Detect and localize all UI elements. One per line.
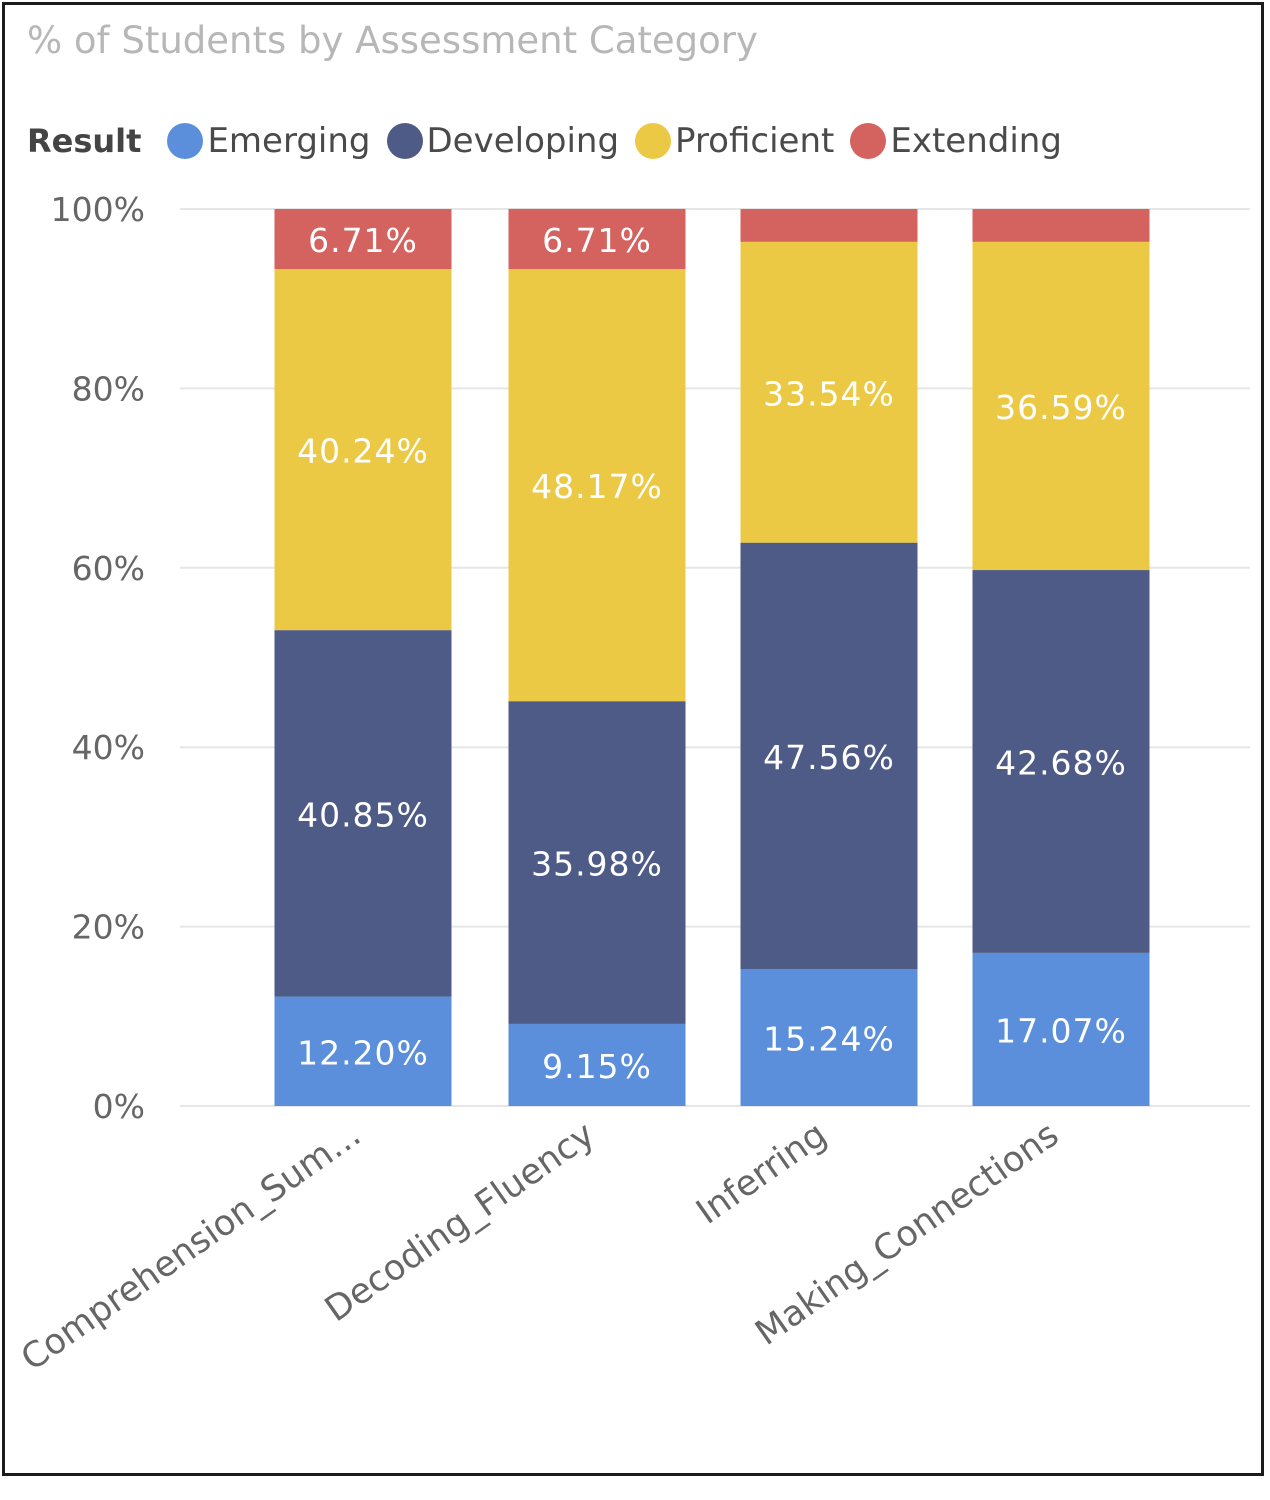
legend-item-emerging[interactable]: Emerging [167, 121, 371, 161]
y-tick-label: 0% [93, 1087, 145, 1126]
bar-segment[interactable] [508, 208, 686, 270]
legend-dot-developing [386, 123, 423, 159]
legend-dot-extending [850, 123, 887, 159]
bar-segment[interactable] [274, 996, 452, 1106]
bar-segment[interactable] [274, 209, 452, 270]
legend-item-extending[interactable]: Extending [850, 121, 1062, 161]
legend-dot-proficient [635, 123, 672, 159]
bar-segment[interactable] [740, 542, 918, 970]
data-label: 42.68% [995, 743, 1127, 782]
legend-dot-emerging [167, 123, 204, 159]
data-label: 9.15% [542, 1047, 652, 1086]
bar-segment[interactable] [740, 241, 918, 543]
bar-segment[interactable] [972, 241, 1150, 571]
chart-title: % of Students by Assessment Category [27, 19, 758, 62]
y-tick-label: 80% [72, 369, 145, 408]
bar-segment[interactable] [274, 630, 452, 997]
bar-segment[interactable] [972, 209, 1150, 242]
bar-segment[interactable] [740, 969, 918, 1106]
data-label: 40.24% [297, 432, 429, 471]
y-tick-label: 40% [72, 728, 145, 767]
legend: Result Emerging Developing Proficient Ex… [27, 117, 1078, 165]
data-label: 40.85% [297, 795, 429, 834]
bar-segment[interactable] [972, 570, 1150, 953]
x-tick-label: Comprehension_Sum... [14, 1115, 368, 1380]
legend-text-extending: Extending [890, 121, 1062, 161]
data-label: 36.59% [995, 388, 1127, 427]
legend-text-developing: Developing [426, 121, 620, 161]
data-label: 35.98% [531, 845, 663, 884]
legend-text-emerging: Emerging [207, 121, 371, 161]
bar-segment[interactable] [740, 209, 918, 242]
legend-item-developing[interactable]: Developing [386, 121, 620, 161]
data-label: 6.71% [308, 221, 418, 260]
data-label: 15.24% [763, 1020, 895, 1059]
legend-item-proficient[interactable]: Proficient [635, 121, 834, 161]
y-tick-label: 100% [51, 190, 145, 229]
bar-segment[interactable] [508, 1023, 686, 1106]
bar-segment[interactable] [972, 952, 1150, 1106]
data-label: 12.20% [297, 1033, 429, 1072]
bar-segment[interactable] [508, 269, 686, 702]
legend-title: Result [27, 122, 142, 160]
y-tick-label: 20% [72, 908, 145, 947]
data-label: 6.71% [542, 221, 652, 260]
data-label: 48.17% [531, 467, 663, 506]
bar-segment[interactable] [274, 269, 452, 631]
y-tick-label: 60% [72, 549, 145, 588]
data-label: 17.07% [995, 1011, 1127, 1050]
data-label: 47.56% [763, 738, 895, 777]
legend-text-proficient: Proficient [675, 121, 835, 161]
data-label: 33.54% [763, 374, 895, 413]
x-tick-label: Inferring [689, 1115, 834, 1233]
bar-segment[interactable] [508, 701, 686, 1024]
